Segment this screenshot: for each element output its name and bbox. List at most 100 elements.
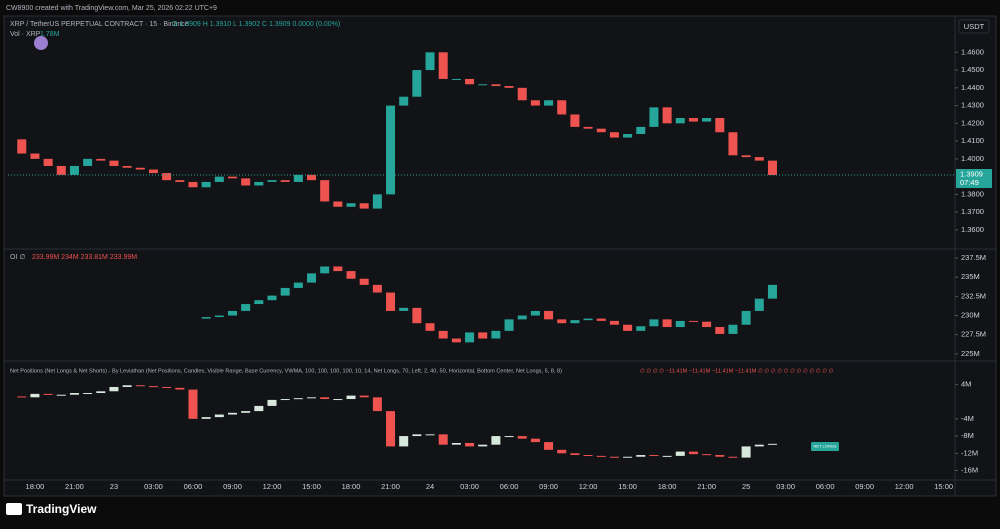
candle bbox=[412, 434, 422, 437]
candle bbox=[557, 100, 567, 115]
candle bbox=[30, 153, 40, 159]
candle bbox=[530, 438, 540, 443]
y-tick-label: 230M bbox=[961, 311, 980, 320]
candle bbox=[254, 300, 264, 305]
y-tick-label: 1.3600 bbox=[961, 225, 984, 234]
y-tick-label: 225M bbox=[961, 349, 980, 358]
candle bbox=[307, 174, 317, 181]
candle bbox=[491, 330, 501, 339]
net-title: Net Positions (Net Longs & Net Shorts) -… bbox=[10, 368, 562, 374]
cursor-dot bbox=[34, 36, 48, 50]
net-tag-box bbox=[811, 442, 839, 451]
candle bbox=[280, 180, 290, 182]
candle bbox=[56, 394, 66, 396]
candle bbox=[122, 165, 132, 168]
candle bbox=[557, 319, 567, 324]
candle bbox=[438, 330, 448, 339]
x-tick-label: 09:00 bbox=[855, 482, 874, 491]
x-tick-label: 09:00 bbox=[223, 482, 242, 491]
candle bbox=[702, 321, 712, 328]
candle bbox=[307, 273, 317, 283]
candle bbox=[333, 201, 343, 207]
brand-logo bbox=[6, 503, 22, 515]
candle bbox=[728, 324, 738, 334]
candle bbox=[227, 412, 237, 415]
candle bbox=[517, 436, 527, 439]
candle bbox=[83, 393, 93, 395]
y-tick-label: 1.4000 bbox=[961, 154, 984, 163]
candle bbox=[412, 70, 422, 97]
candle bbox=[162, 386, 172, 388]
candle bbox=[583, 455, 593, 457]
brand: TradingView bbox=[26, 502, 97, 516]
currency: USDT bbox=[964, 22, 985, 31]
candle bbox=[623, 134, 633, 138]
y-tick-label: 4M bbox=[961, 379, 971, 388]
candle bbox=[451, 78, 461, 80]
x-tick-label: 21:00 bbox=[381, 482, 400, 491]
candle bbox=[504, 319, 514, 331]
candle bbox=[386, 292, 396, 311]
candle bbox=[662, 107, 672, 124]
x-tick-label: 25 bbox=[742, 482, 750, 491]
y-tick-label: 1.4500 bbox=[961, 65, 984, 74]
candle bbox=[741, 155, 751, 158]
candle bbox=[583, 318, 593, 321]
candle bbox=[175, 180, 185, 182]
candle bbox=[478, 84, 488, 86]
candle bbox=[636, 126, 646, 134]
net-tag: NET LONGS bbox=[813, 444, 836, 449]
candle bbox=[504, 436, 514, 438]
candle bbox=[201, 417, 211, 419]
candle bbox=[662, 319, 672, 328]
candle bbox=[69, 165, 79, 175]
candle bbox=[544, 100, 554, 106]
candle bbox=[517, 87, 527, 101]
candle bbox=[346, 395, 356, 400]
candle bbox=[596, 455, 606, 457]
candle bbox=[767, 284, 777, 299]
candle bbox=[609, 456, 619, 458]
x-tick-label: 03:00 bbox=[144, 482, 163, 491]
candle bbox=[109, 386, 119, 392]
last-price-label: 1.3909 bbox=[960, 170, 983, 179]
x-tick-label: 21:00 bbox=[697, 482, 716, 491]
candle bbox=[254, 405, 264, 412]
symbol-title: XRP / TetherUS PERPETUAL CONTRACT · 15 ·… bbox=[10, 21, 189, 28]
chart-frame bbox=[3, 15, 997, 497]
candle bbox=[675, 118, 685, 124]
candle bbox=[649, 107, 659, 127]
volume-value: 1.78M bbox=[40, 31, 60, 38]
x-tick-label: 23 bbox=[110, 482, 118, 491]
candle bbox=[715, 327, 725, 334]
candle bbox=[557, 449, 567, 454]
y-tick-label: -8M bbox=[961, 431, 974, 440]
x-tick-label: 06:00 bbox=[816, 482, 835, 491]
x-tick-label: 06:00 bbox=[500, 482, 519, 491]
candle bbox=[425, 323, 435, 331]
candle bbox=[451, 442, 461, 445]
candle bbox=[438, 52, 448, 79]
candle bbox=[688, 320, 698, 322]
candle bbox=[636, 326, 646, 331]
candle bbox=[451, 338, 461, 343]
y-tick-label: 1.3700 bbox=[961, 207, 984, 216]
x-tick-label: 09:00 bbox=[539, 482, 558, 491]
candle bbox=[135, 167, 145, 170]
candle bbox=[241, 304, 251, 311]
candle bbox=[438, 434, 448, 445]
candle bbox=[386, 105, 396, 195]
net-legend-values: ∅ ∅ ∅ ∅ −11.41M −11.41M −11.41M −11.41M … bbox=[640, 367, 834, 374]
candle bbox=[399, 436, 409, 447]
candle bbox=[715, 455, 725, 457]
candle bbox=[201, 317, 211, 319]
candle bbox=[544, 442, 554, 450]
candle bbox=[754, 157, 764, 161]
candle bbox=[491, 436, 501, 445]
y-tick-label: -16M bbox=[961, 466, 978, 475]
candle bbox=[227, 176, 237, 179]
currency-box[interactable] bbox=[958, 19, 990, 34]
candle bbox=[702, 118, 712, 122]
candle bbox=[267, 295, 277, 301]
